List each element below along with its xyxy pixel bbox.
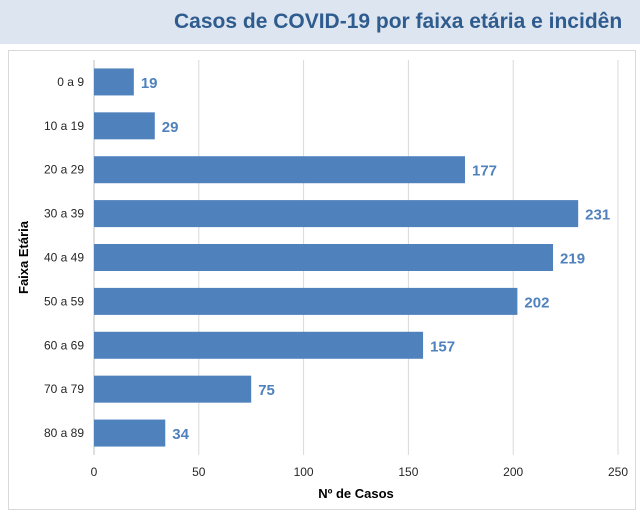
y-tick-label: 30 a 39 [44, 207, 84, 221]
data-label: 231 [585, 207, 610, 224]
bar [94, 287, 518, 315]
data-label: 157 [430, 338, 455, 355]
bar [94, 156, 465, 184]
bar [94, 244, 554, 271]
title-band: Casos de COVID-19 por faixa etária e inc… [0, 0, 640, 44]
data-label: 177 [472, 163, 497, 180]
y-tick-label: 50 a 59 [44, 294, 84, 308]
x-tick-label: 100 [294, 465, 314, 479]
data-label: 34 [172, 426, 189, 443]
data-label: 75 [258, 382, 275, 399]
y-tick-label: 60 a 69 [44, 338, 84, 352]
x-tick-label: 250 [608, 465, 628, 479]
chart-title: Casos de COVID-19 por faixa etária e inc… [174, 10, 623, 33]
y-tick-label: 80 a 89 [44, 426, 84, 440]
x-tick-label: 0 [91, 465, 98, 479]
x-tick-label: 200 [503, 465, 523, 479]
x-axis-title: Nº de Casos [318, 486, 394, 501]
data-label: 29 [162, 119, 179, 136]
bar [94, 68, 134, 96]
data-label: 202 [524, 294, 549, 311]
y-tick-label: 10 a 19 [44, 119, 84, 133]
x-tick-label: 50 [192, 465, 206, 479]
bar [94, 419, 166, 447]
y-tick-label: 0 a 9 [57, 75, 84, 89]
bar [94, 112, 155, 140]
y-tick-label: 40 a 49 [44, 251, 84, 265]
bar [94, 375, 252, 403]
data-label: 219 [560, 251, 585, 268]
x-tick-label: 150 [398, 465, 418, 479]
bar [94, 331, 424, 359]
y-tick-label: 20 a 29 [44, 163, 84, 177]
data-label: 19 [141, 75, 158, 92]
bar [94, 200, 579, 228]
y-axis-title: Faixa Etária [16, 220, 31, 294]
y-tick-label: 70 a 79 [44, 382, 84, 396]
